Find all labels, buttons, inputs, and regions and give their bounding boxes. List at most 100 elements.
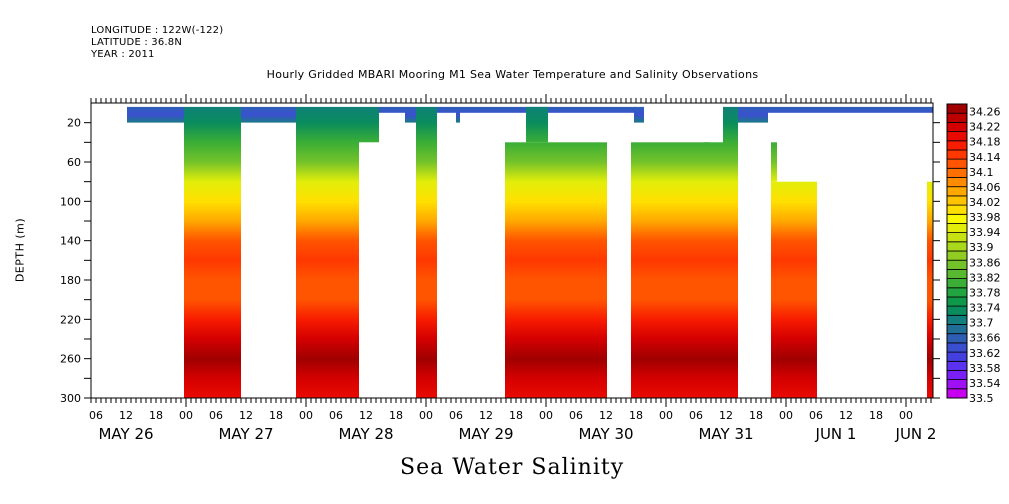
colorbar-label: 34.26 [969,106,1001,119]
x-tick-label: 18 [629,409,643,422]
x-tick-label: 18 [149,409,163,422]
colorbar-swatch [946,167,968,178]
colorbar-swatch [946,342,968,353]
x-tick-label: 12 [479,409,493,422]
data-segment [379,106,405,113]
colorbar-swatch [946,213,968,224]
x-tick-label: 06 [89,409,103,422]
y-tick-label: 180 [60,274,81,287]
colorbar-swatch [946,158,968,169]
year-label: YEAR : 2011 [91,49,155,60]
colorbar-swatch [946,177,968,188]
colorbar-label: 33.66 [969,332,1001,345]
colorbar-swatch [946,369,968,380]
x-day-label: MAY 26 [98,425,153,443]
colorbar: 33.5 33.54 33.58 33.62 33.66 33.7 33.74 33.78 33… [946,103,1001,405]
x-tick-label: 12 [119,409,133,422]
x-day-label: MAY 30 [578,425,633,443]
data-segment [526,106,544,143]
x-tick-label: 18 [389,409,403,422]
x-tick-label: 06 [569,409,583,422]
axes-layer: 20 60 100 140 180 220 260 300 06 12 18 00 06 12 18 00 06… [60,94,940,443]
colorbar-swatch [946,333,968,344]
colorbar-label: 34.22 [969,121,1001,134]
x-day-label: JUN 1 [815,425,857,443]
colorbar-label: 33.7 [969,317,994,330]
x-tick-label: 18 [509,409,523,422]
x-tick-label: 18 [269,409,283,422]
x-tick-label: 06 [449,409,463,422]
data-segment [634,106,644,123]
colorbar-label: 33.54 [969,377,1001,390]
colorbar-swatch [946,278,968,289]
x-tick-label: 12 [839,409,853,422]
x-tick-label: 00 [299,409,313,422]
longitude-label: LONGITUDE : 122W(-122) [91,25,224,36]
y-tick-label: 60 [67,156,81,169]
colorbar-label: 34.14 [969,151,1001,164]
data-segment [771,142,777,182]
y-tick-label: 100 [60,195,81,208]
data-segment [127,106,184,123]
data-segment [437,106,456,113]
data-segment [771,181,817,398]
data-segment [241,106,296,123]
colorbar-swatch [946,131,968,142]
colorbar-label: 34.02 [969,196,1001,209]
plot-frame [90,102,934,399]
x-day-label: MAY 27 [218,425,273,443]
colorbar-swatch [946,296,968,307]
x-tick-label: 00 [419,409,433,422]
latitude-label: LATITUDE : 36.8N [91,37,183,48]
colorbar-label: 33.98 [969,211,1001,224]
colorbar-swatch [946,204,968,215]
colorbar-swatch [946,287,968,298]
colorbar-swatch [946,324,968,335]
colorbar-swatch [946,140,968,151]
colorbar-label: 34.1 [969,166,994,179]
x-day-label: MAY 28 [338,425,393,443]
x-tick-label: 00 [899,409,913,422]
colorbar-swatch [946,250,968,261]
x-tick-label: 00 [779,409,793,422]
colorbar-swatch [946,122,968,132]
colorbar-label: 33.78 [969,287,1001,300]
x-tick-label: 12 [239,409,253,422]
data-segment [416,106,437,399]
data-segment [927,181,933,398]
colorbar-swatch [946,360,968,371]
y-tick-label: 220 [60,313,81,326]
colorbar-swatch [946,314,968,325]
colorbar-swatch [946,241,968,252]
x-tick-label: 18 [869,409,883,422]
x-tick-label: 06 [809,409,823,422]
data-segment [544,106,548,143]
colorbar-label: 34.06 [969,181,1001,194]
colorbar-frame [946,103,968,399]
colorbar-label: 33.5 [969,392,994,405]
y-tick-label: 20 [67,117,81,130]
x-day-label: JUN 2 [895,425,937,443]
data-segment [405,106,416,123]
x-tick-label: 18 [749,409,763,422]
data-segment [505,142,607,398]
colorbar-label: 33.74 [969,302,1001,315]
colorbar-label: 33.82 [969,271,1001,284]
colorbar-swatch [946,186,968,197]
colorbar-swatch [946,379,968,390]
chart-title: Hourly Gridded MBARI Mooring M1 Sea Wate… [266,68,759,81]
colorbar-swatch [946,232,968,243]
colorbar-label: 33.58 [969,362,1001,375]
colorbar-label: 33.86 [969,256,1001,269]
x-tick-label: 12 [599,409,613,422]
plot-data-layer [127,106,933,399]
x-tick-label: 12 [719,409,733,422]
colorbar-swatch [946,305,968,316]
data-segment [456,106,460,123]
data-segment [296,106,359,399]
colorbar-swatch [946,149,968,160]
colorbar-label: 34.18 [969,136,1001,149]
y-tick-label: 300 [60,392,81,405]
colorbar-swatch [946,259,968,270]
